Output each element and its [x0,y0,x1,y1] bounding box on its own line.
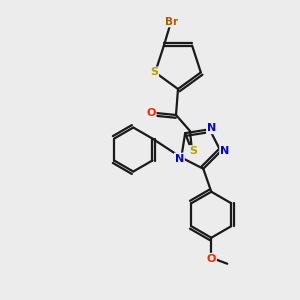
Text: O: O [146,108,156,118]
Text: N: N [175,154,184,164]
Text: Br: Br [165,16,178,26]
Text: S: S [189,146,197,156]
Text: N: N [220,146,230,156]
Text: N: N [207,123,216,133]
Text: S: S [150,68,158,77]
Text: O: O [207,254,216,264]
